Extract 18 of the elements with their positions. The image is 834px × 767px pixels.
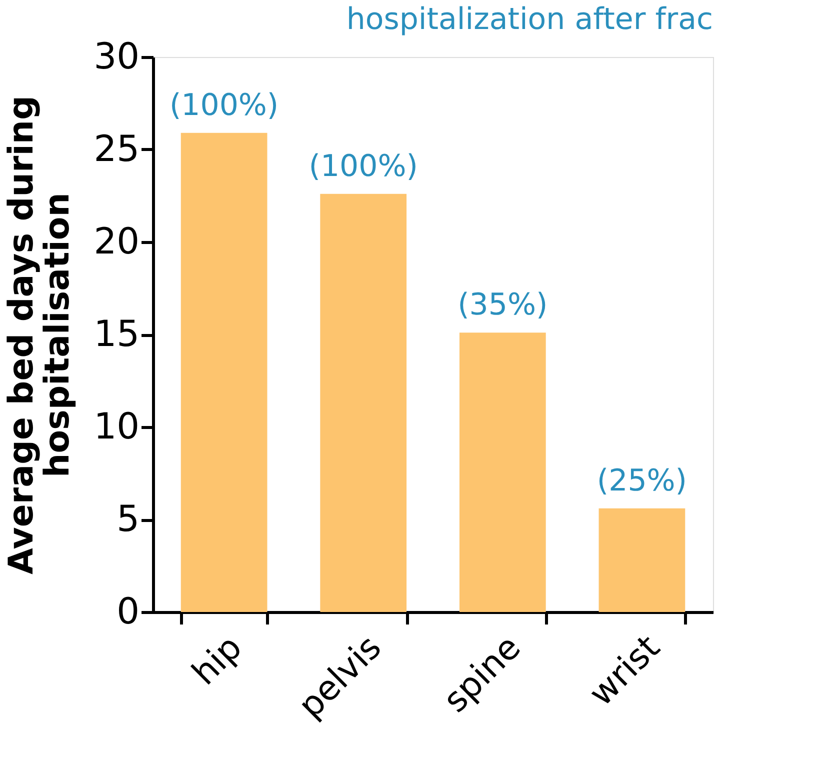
chart-title: hospitalization after frac xyxy=(346,2,713,37)
y-tick-label: 5 xyxy=(116,499,140,540)
bar xyxy=(320,194,407,612)
annotation: (100%) xyxy=(308,148,418,184)
bar xyxy=(459,332,546,612)
bar xyxy=(598,508,686,612)
x-tick-label: hip xyxy=(184,628,250,694)
bar xyxy=(180,132,268,612)
annotation: (25%) xyxy=(596,463,687,498)
y-tick-label: 20 xyxy=(94,222,140,262)
y-tick-label: 30 xyxy=(94,36,140,78)
y-tick-label: 10 xyxy=(94,406,140,448)
y-tick-label: 15 xyxy=(94,314,140,355)
annotation: (35%) xyxy=(458,288,548,323)
y-axis-title: Average bed days during hospitalisation xyxy=(2,96,78,574)
y-tick-label: 0 xyxy=(116,592,140,632)
annotation: (100%) xyxy=(169,88,279,123)
y-tick-label: 25 xyxy=(94,129,140,170)
